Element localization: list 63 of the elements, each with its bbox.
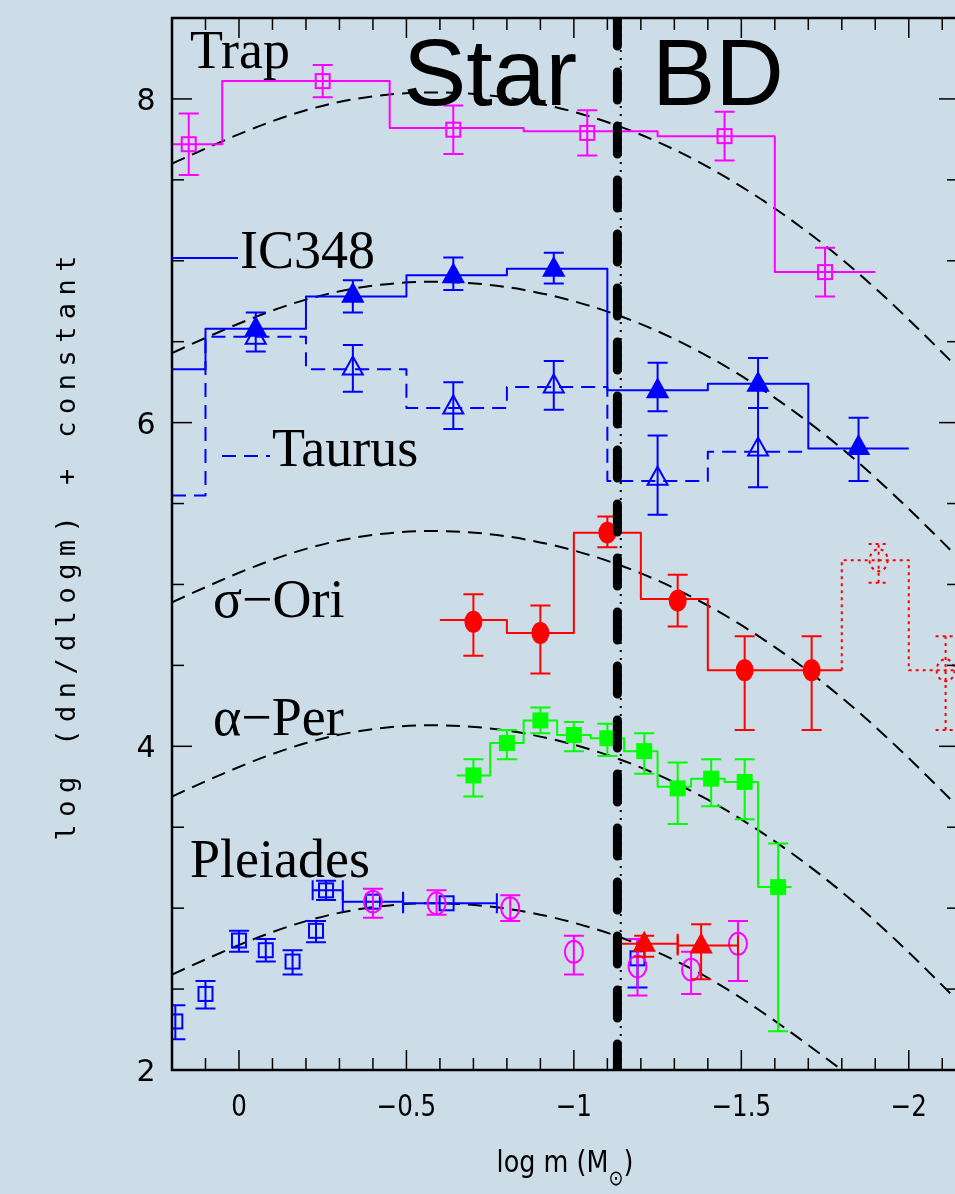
x-axis-title: log m (M$_{⊙}$) <box>496 1143 634 1190</box>
y-tick-label: 8 <box>136 81 156 117</box>
point <box>703 770 720 787</box>
point <box>532 712 549 729</box>
point <box>579 124 596 141</box>
annotation: Pleiades <box>190 829 370 889</box>
point <box>646 465 669 486</box>
point <box>197 985 214 1002</box>
y-tick-label: 6 <box>136 405 156 441</box>
point <box>308 922 324 939</box>
point <box>442 394 465 415</box>
point <box>465 767 482 784</box>
point <box>770 879 787 896</box>
annotation: σ−Ori <box>213 569 345 629</box>
x-tick-label: 0 <box>231 1088 247 1123</box>
point <box>727 931 748 956</box>
point <box>445 121 462 138</box>
legend-label: IC348 <box>240 220 375 280</box>
point <box>542 373 565 394</box>
point <box>341 282 364 303</box>
annotation: α−Per <box>213 687 344 747</box>
point <box>438 895 455 912</box>
point <box>542 256 565 277</box>
point <box>341 355 364 376</box>
point <box>716 128 733 145</box>
x-tick-label: −1.5 <box>711 1088 772 1123</box>
point <box>257 942 274 959</box>
point <box>736 773 753 790</box>
point <box>747 371 770 392</box>
point <box>565 726 582 743</box>
x-tick-label: −0.5 <box>376 1088 437 1123</box>
point <box>681 957 702 982</box>
point <box>935 658 955 683</box>
point <box>563 939 584 964</box>
point <box>669 780 686 797</box>
y-tick-label: 4 <box>136 729 156 765</box>
point <box>636 743 653 760</box>
point <box>442 263 465 284</box>
point <box>498 735 515 752</box>
point <box>531 622 550 645</box>
x-tick-label: −1 <box>555 1088 592 1123</box>
point <box>598 521 617 544</box>
point <box>284 953 301 970</box>
point <box>464 610 483 633</box>
x-tick-label: −2 <box>890 1088 927 1123</box>
point <box>627 954 648 979</box>
point <box>314 73 331 90</box>
point <box>747 436 770 457</box>
point <box>847 434 870 455</box>
point <box>646 378 669 399</box>
point <box>868 548 889 573</box>
legend-label: Taurus <box>272 418 419 478</box>
annotation: BD <box>652 19 784 125</box>
point <box>735 659 754 682</box>
y-tick-label: 2 <box>136 1053 156 1088</box>
annotation: Trap <box>190 20 291 80</box>
point <box>180 136 197 153</box>
point <box>690 933 713 954</box>
point <box>802 659 821 682</box>
point <box>817 264 834 281</box>
annotation: Star <box>402 19 578 125</box>
y-axis-title: log (dn/dlogm) + constant <box>50 255 81 841</box>
point <box>668 589 687 612</box>
